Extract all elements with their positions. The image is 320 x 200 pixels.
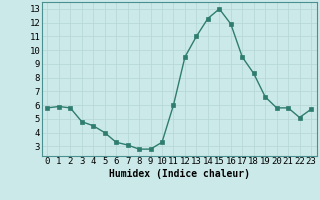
X-axis label: Humidex (Indice chaleur): Humidex (Indice chaleur)	[109, 169, 250, 179]
